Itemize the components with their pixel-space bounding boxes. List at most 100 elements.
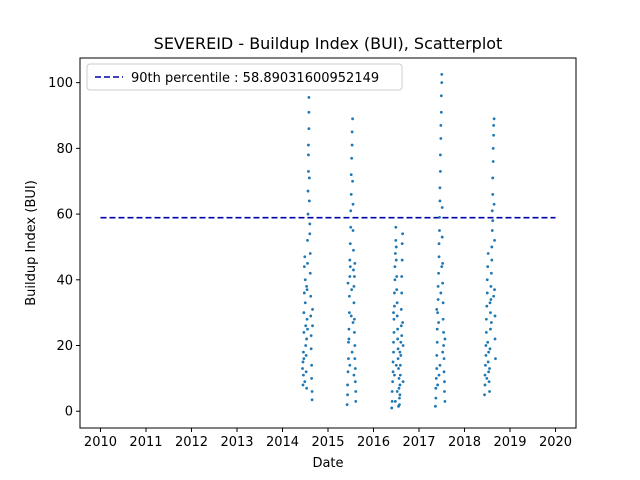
data-point (349, 173, 353, 177)
data-point (439, 94, 443, 98)
data-point (307, 110, 311, 114)
data-point (390, 390, 394, 393)
data-point (440, 81, 444, 85)
data-point (396, 327, 400, 331)
data-point (301, 360, 305, 364)
data-point (438, 169, 442, 173)
data-point (397, 386, 401, 390)
data-point (302, 311, 306, 315)
data-point (351, 321, 355, 324)
data-point (302, 350, 305, 354)
data-point (346, 383, 349, 387)
data-point (302, 357, 306, 361)
data-point (301, 367, 304, 370)
data-point (438, 186, 442, 190)
data-point (493, 314, 497, 318)
data-point (349, 209, 353, 213)
data-point (303, 255, 307, 259)
data-point (492, 202, 496, 206)
data-point (348, 242, 352, 246)
data-point (440, 235, 444, 239)
data-point (392, 340, 395, 344)
data-point (486, 340, 490, 344)
data-point (307, 127, 311, 131)
x-axis-label: Date (312, 456, 343, 471)
data-point (397, 404, 400, 408)
data-point (352, 248, 355, 252)
data-point (442, 370, 446, 374)
data-point (395, 275, 399, 278)
data-point (352, 373, 356, 377)
y-tick-label: 60 (56, 208, 73, 223)
data-point (433, 404, 437, 408)
data-point (305, 317, 309, 321)
data-point (399, 324, 403, 328)
data-point (391, 380, 395, 384)
data-point (492, 294, 496, 298)
data-point (393, 291, 396, 295)
data-point (439, 137, 443, 140)
data-point (395, 301, 399, 305)
data-point (435, 353, 439, 357)
x-tick-label: 2013 (220, 435, 253, 450)
data-point (302, 265, 306, 269)
data-point (489, 284, 493, 288)
data-point (491, 219, 495, 223)
data-point (304, 324, 308, 328)
data-point (306, 261, 309, 265)
data-point (308, 271, 312, 275)
data-point (306, 212, 310, 216)
data-point (303, 380, 307, 384)
data-point (394, 363, 398, 367)
data-point (483, 373, 487, 377)
data-point (440, 265, 444, 269)
data-point (305, 284, 309, 288)
data-point (485, 291, 489, 295)
data-point (308, 222, 312, 226)
data-point (393, 278, 397, 282)
data-point (352, 268, 355, 272)
data-point (442, 357, 446, 361)
data-point (484, 330, 488, 334)
data-point (395, 314, 399, 318)
data-point (399, 353, 403, 357)
data-point (349, 192, 353, 196)
data-point (396, 347, 400, 351)
data-point (307, 176, 311, 180)
data-point (441, 281, 445, 285)
data-point (302, 291, 306, 295)
data-point (487, 350, 491, 354)
data-point (302, 373, 305, 377)
data-point (484, 363, 487, 367)
data-point (488, 301, 492, 305)
data-point (305, 337, 309, 341)
data-point (484, 317, 488, 321)
data-point (393, 304, 396, 308)
data-point (394, 245, 398, 249)
data-point (351, 179, 354, 183)
data-point (350, 288, 354, 292)
data-point (395, 390, 399, 393)
data-point (304, 370, 308, 374)
data-point (390, 399, 394, 403)
data-point (485, 304, 489, 308)
data-point (438, 215, 441, 219)
data-point (401, 232, 405, 236)
data-point (493, 238, 496, 242)
x-tick-label: 2019 (493, 435, 526, 450)
data-point (434, 386, 438, 390)
data-point (487, 380, 491, 384)
data-point (310, 363, 314, 367)
data-point (394, 258, 398, 262)
data-point (352, 284, 356, 288)
data-point (301, 383, 305, 387)
data-point (353, 357, 357, 361)
y-tick-label: 20 (56, 339, 73, 354)
data-point (435, 327, 439, 331)
data-point (489, 311, 492, 315)
data-point (307, 169, 310, 173)
data-point (439, 110, 443, 114)
data-point (491, 146, 495, 150)
data-point (492, 123, 496, 127)
